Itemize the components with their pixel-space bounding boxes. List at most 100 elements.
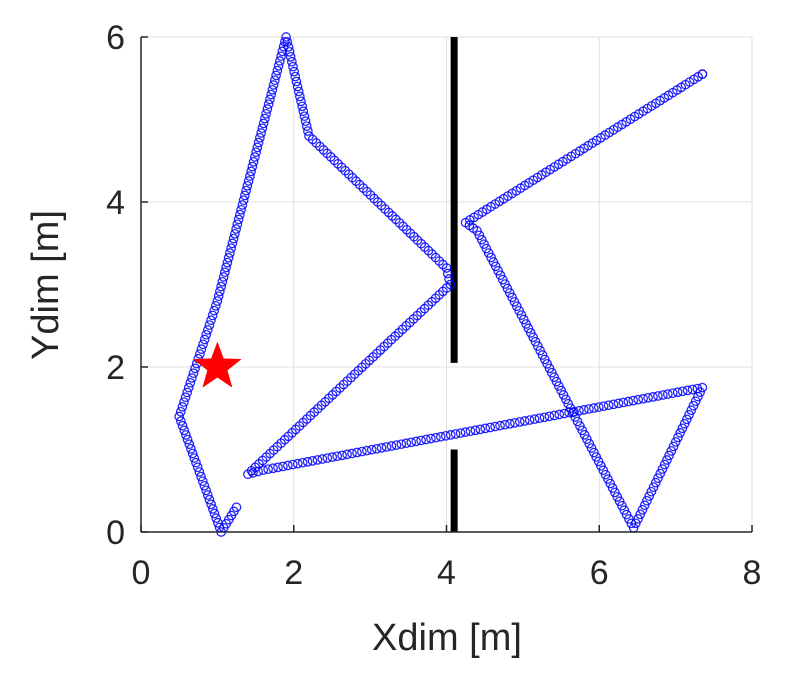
trajectory-point: [243, 176, 254, 186]
trajectory-point: [657, 464, 668, 474]
trajectory-point: [237, 200, 248, 210]
trajectory-point: [179, 425, 190, 436]
trajectory-point: [286, 56, 297, 67]
trajectory-point: [444, 274, 454, 284]
trajectory-point: [495, 420, 505, 431]
trajectory-point: [697, 382, 708, 393]
axes: [140, 36, 753, 533]
trajectory-point: [276, 51, 286, 62]
trajectory-point: [460, 427, 471, 437]
x-tick-label: 0: [132, 554, 151, 592]
trajectory-point: [332, 451, 343, 462]
trajectory-point: [435, 431, 446, 442]
trajectory-point: [500, 419, 510, 430]
trajectory-point: [406, 437, 417, 448]
trajectory-point: [681, 414, 692, 425]
trajectory-point: [534, 413, 545, 424]
trajectory-point: [248, 156, 259, 167]
trajectory-point: [297, 101, 308, 112]
trajectory-point: [648, 392, 658, 402]
trajectory-point: [653, 473, 663, 483]
trajectory-point: [194, 467, 205, 477]
trajectory-point: [199, 334, 210, 345]
trajectory-point: [510, 417, 520, 428]
trajectory-point: [212, 296, 223, 306]
x-tick-label: 6: [590, 554, 609, 592]
trajectory-point: [664, 450, 674, 461]
trajectory-point: [593, 402, 604, 412]
trajectory-point: [204, 494, 215, 505]
trajectory-point: [268, 463, 278, 474]
tick-labels: 0 2 4 6 8 0 2 4 6: [106, 19, 761, 592]
trajectory-point: [250, 152, 260, 162]
trajectory-point: [337, 450, 347, 461]
trajectory-point: [282, 37, 293, 47]
trajectory-point: [608, 399, 619, 410]
trajectory-point: [303, 126, 313, 136]
trajectory-point: [209, 305, 220, 316]
trajectory-point: [677, 423, 688, 434]
trajectory-point: [288, 61, 298, 72]
trajectory-point: [662, 389, 673, 399]
trajectory-point: [197, 476, 208, 487]
trajectory-point: [480, 423, 491, 434]
trajectory-point: [213, 291, 224, 302]
trajectory-point: [272, 65, 283, 76]
trajectory-point: [639, 500, 650, 511]
trajectory-point: [227, 238, 238, 249]
trajectory-point: [283, 460, 293, 471]
trajectory-point: [284, 46, 295, 57]
trajectory-point: [228, 233, 239, 244]
trajectory-point: [243, 469, 253, 480]
trajectory-point: [283, 42, 294, 52]
trajectory-point: [261, 108, 271, 119]
y-tick-label: 2: [106, 349, 125, 387]
trajectory-point: [174, 411, 185, 422]
trajectory-point: [642, 495, 652, 506]
trajectory-point: [688, 400, 699, 411]
trajectory-point: [267, 84, 278, 95]
trajectory-point: [371, 443, 382, 454]
trajectory-point: [366, 444, 377, 455]
trajectory-point: [302, 456, 313, 467]
trajectory-point: [258, 465, 269, 475]
trajectory-point: [293, 86, 304, 97]
trajectory-point: [584, 404, 594, 414]
trajectory-point: [301, 121, 312, 131]
trajectory-point: [475, 424, 486, 435]
markers: [193, 341, 242, 388]
trajectory-series: [174, 32, 708, 537]
trajectory-point: [327, 452, 338, 462]
trajectory-point: [352, 447, 362, 458]
trajectory-point: [643, 392, 653, 403]
trajectory-point: [342, 449, 352, 460]
trajectory-point: [242, 180, 253, 191]
trajectory-point: [238, 195, 249, 206]
trajectory-point: [248, 468, 258, 478]
trajectory-point: [189, 453, 200, 463]
trajectory-point: [275, 56, 285, 66]
trajectory-point: [246, 166, 256, 177]
trajectory-point: [281, 32, 291, 42]
trajectory-point: [686, 405, 697, 416]
trajectory-point: [222, 257, 233, 268]
trajectory-point: [207, 310, 218, 321]
trajectory-point: [297, 457, 308, 468]
trajectory-point: [307, 456, 318, 466]
trajectory-point: [231, 224, 241, 234]
trajectory-point: [659, 459, 670, 470]
trajectory-point: [485, 422, 496, 433]
trajectory-point: [188, 368, 199, 379]
trajectory-point: [679, 418, 690, 429]
trajectory-point: [322, 453, 333, 463]
trajectory-point: [465, 426, 476, 437]
trajectory-point: [210, 300, 221, 311]
trajectory-point: [693, 391, 703, 402]
trajectory-point: [230, 228, 240, 239]
x-axis-label: Xdim [m]: [372, 617, 522, 659]
trajectory-point: [635, 509, 646, 520]
y-tick-label: 6: [106, 19, 125, 57]
trajectory-point: [179, 397, 189, 407]
trajectory-point: [252, 142, 263, 153]
trajectory-point: [187, 373, 197, 383]
